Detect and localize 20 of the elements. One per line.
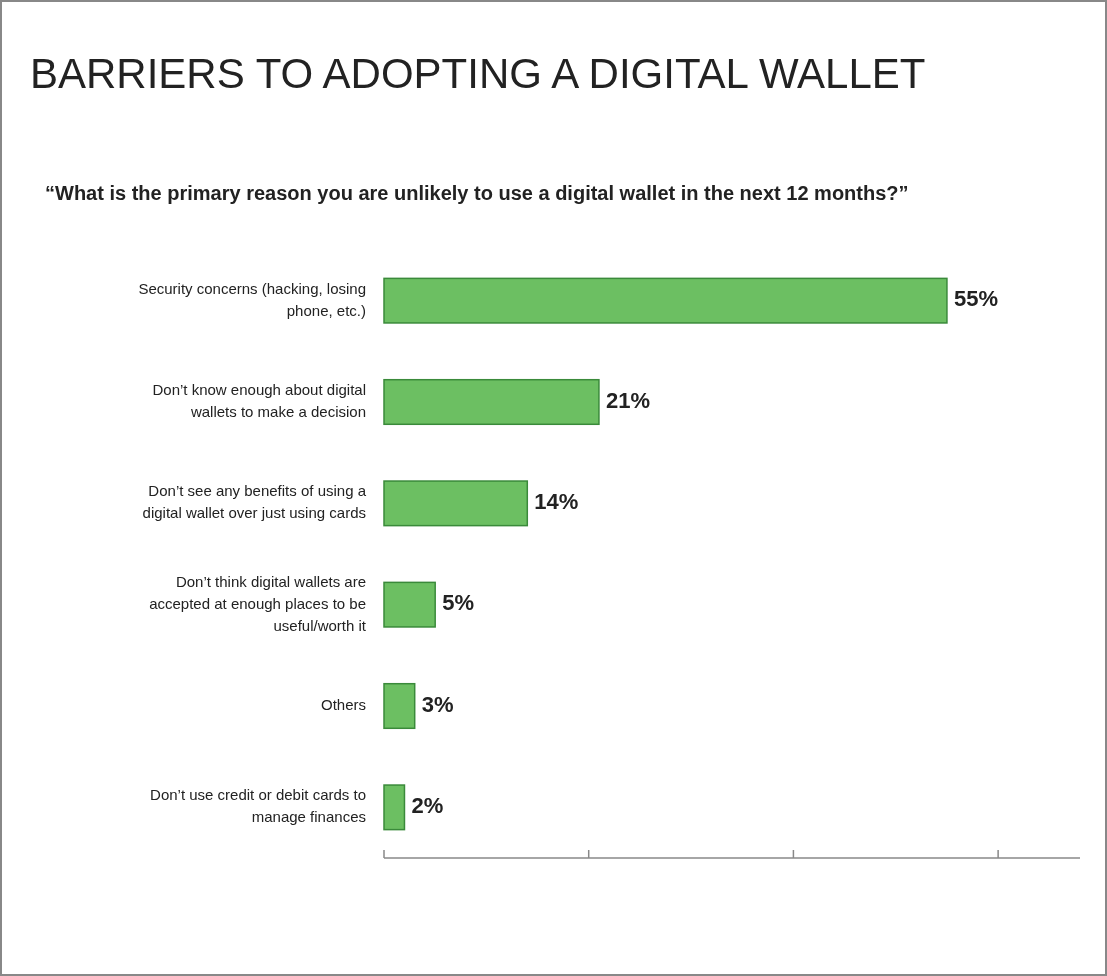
data-label: 55% [953, 286, 998, 312]
bar [383, 480, 529, 527]
y-tick-label: Don’t think digital wallets are accepted at enough places to be useful/worth it [149, 572, 367, 634]
data-label: 3% [421, 691, 454, 717]
data-label: 21% [605, 387, 650, 413]
y-tick-label: Don’t use credit or debit cards to manage finances [150, 786, 366, 826]
bar [383, 277, 948, 324]
y-tick-label: Don’t see any benefits of using a digital wallet over just using cards [142, 482, 367, 522]
data-label: 5% [442, 590, 474, 616]
y-tick-label: Others [320, 695, 366, 713]
bar [383, 784, 406, 831]
chart-title: BARRIERS TO ADOPTING A DIGITAL WALLET [30, 50, 926, 97]
chart-subtitle: “What is the primary reason you are unlikely to use a digital wallet in the next 12 months?” [45, 182, 909, 204]
bar [383, 378, 600, 426]
bar [383, 581, 436, 628]
y-tick-label: Don’t know enough about digital wallets to make a decision [152, 380, 366, 420]
bar [383, 682, 416, 730]
y-tick-label: Security concerns (hacking, losing phone, etc.) [138, 279, 366, 319]
data-label: 2% [411, 793, 444, 819]
data-label: 14% [534, 489, 579, 515]
